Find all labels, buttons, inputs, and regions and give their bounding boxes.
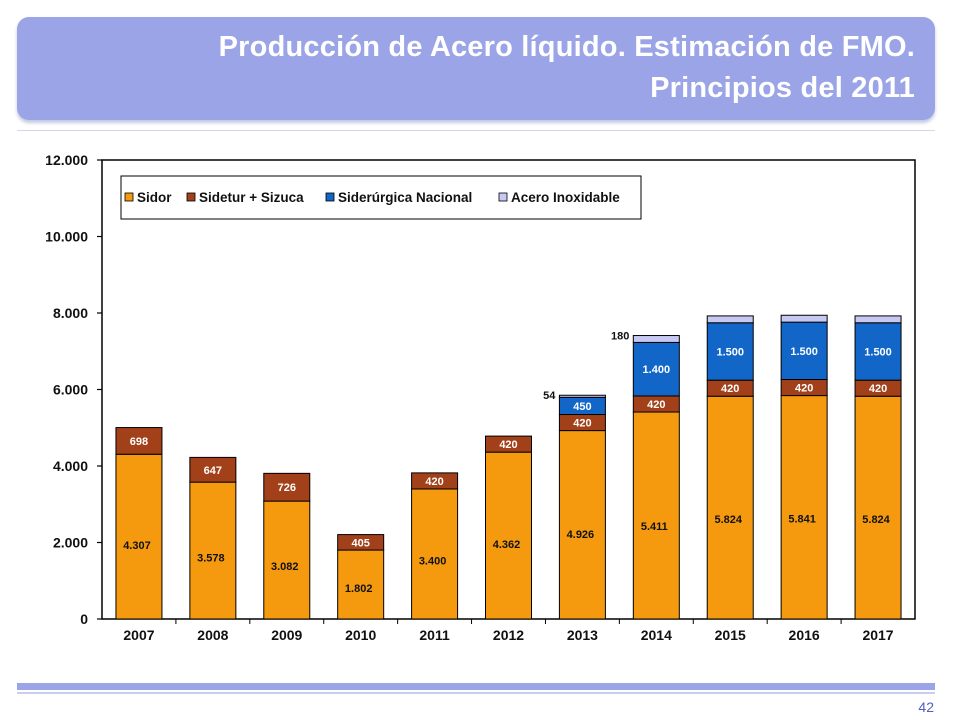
legend-swatch <box>186 192 196 202</box>
bar-segment <box>189 481 237 620</box>
bar-segment <box>632 411 680 620</box>
x-tick-label: 2017 <box>862 627 893 643</box>
bar-segment <box>485 451 532 620</box>
data-label: 647 <box>204 465 222 477</box>
legend-swatch <box>325 192 335 202</box>
y-tick-label: 0 <box>80 611 88 627</box>
data-label: 405 <box>352 537 370 549</box>
x-tick-label: 2007 <box>123 627 154 643</box>
bar-segment <box>115 453 163 620</box>
data-label: 5.824 <box>714 514 742 526</box>
legend-swatch <box>498 192 508 202</box>
legend-swatch <box>124 192 134 202</box>
x-tick-label: 2015 <box>715 627 746 643</box>
y-tick-label: 6.000 <box>53 382 88 398</box>
x-tick-label: 2010 <box>345 627 376 643</box>
page-title: Producción de Acero líquido. Estimación … <box>218 31 915 63</box>
x-tick-label: 2013 <box>567 627 598 643</box>
bar-segment <box>706 395 754 620</box>
legend-label: Sidor <box>137 190 172 205</box>
data-label: 5.411 <box>641 521 668 533</box>
bar-segment <box>854 315 902 324</box>
x-tick-label: 2009 <box>271 627 302 643</box>
data-label: 3.082 <box>271 561 299 573</box>
bottom-divider <box>17 683 935 690</box>
title-banner: Producción de Acero líquido. Estimación … <box>17 17 935 120</box>
legend-box <box>120 175 642 220</box>
data-label: 420 <box>721 383 739 395</box>
data-label: 726 <box>278 482 296 494</box>
data-label: 180 <box>611 331 629 343</box>
bar-segment <box>558 430 606 620</box>
bar-segment <box>115 427 163 455</box>
data-label: 4.362 <box>493 539 521 551</box>
y-tick-label: 10.000 <box>45 229 88 245</box>
data-label: 4.926 <box>567 529 595 541</box>
bar-segment <box>485 435 532 453</box>
bar-segment <box>854 322 902 381</box>
data-label: 1.500 <box>864 346 892 358</box>
y-tick-label: 12.000 <box>45 152 88 168</box>
data-label: 420 <box>573 418 591 430</box>
data-label: 450 <box>573 401 591 413</box>
y-tick-label: 8.000 <box>53 305 88 321</box>
data-label: 420 <box>425 476 443 488</box>
x-tick-label: 2011 <box>419 627 450 643</box>
data-label: 5.824 <box>862 514 890 526</box>
data-label: 420 <box>499 439 517 451</box>
bar-segment <box>780 321 828 381</box>
bar-segment <box>706 315 754 324</box>
bar-segment <box>189 456 237 483</box>
bar-segment <box>337 549 385 620</box>
data-label: 5.841 <box>788 513 816 525</box>
bar-segment <box>263 472 311 502</box>
data-label: 1.400 <box>643 364 671 376</box>
x-tick-label: 2012 <box>493 627 524 643</box>
bar-segment <box>411 488 459 620</box>
bar-segment <box>780 395 828 620</box>
data-label: 420 <box>647 399 665 411</box>
data-label: 1.802 <box>345 583 373 595</box>
bar-segment <box>558 394 606 398</box>
data-label: 4.307 <box>123 540 151 552</box>
bar-segment <box>854 395 902 620</box>
data-label: 420 <box>795 383 813 395</box>
page-subtitle: Principios del 2011 <box>650 72 915 104</box>
data-label: 3.578 <box>197 552 225 564</box>
data-label: 420 <box>869 383 887 395</box>
x-tick-label: 2008 <box>197 627 228 643</box>
bottom-divider-thin <box>17 692 935 694</box>
bar-segment <box>632 335 680 343</box>
x-tick-label: 2014 <box>641 627 672 643</box>
data-label: 54 <box>543 390 556 402</box>
y-tick-label: 4.000 <box>53 458 88 474</box>
legend-label: Acero Inoxidable <box>511 190 620 205</box>
bar-segment <box>411 472 459 490</box>
data-label: 3.400 <box>419 555 447 567</box>
data-label: 1.500 <box>790 346 818 358</box>
stacked-bar-chart: 0 2.000 4.000 6.000 8.000 10.000 12.000 4.307 69… <box>45 152 916 643</box>
page-number: 42 <box>918 699 934 715</box>
bar-segment <box>706 322 754 381</box>
data-label: 1.500 <box>716 346 744 358</box>
bar-segment <box>337 534 385 551</box>
legend-label: Sidetur + Sizuca <box>199 190 304 205</box>
legend-label: Siderúrgica Nacional <box>338 190 472 205</box>
top-divider <box>17 130 935 131</box>
data-label: 698 <box>130 436 148 448</box>
bar-segment <box>780 314 828 323</box>
bar-segment <box>263 500 311 620</box>
x-tick-label: 2016 <box>789 627 820 643</box>
y-tick-label: 2.000 <box>53 535 88 551</box>
